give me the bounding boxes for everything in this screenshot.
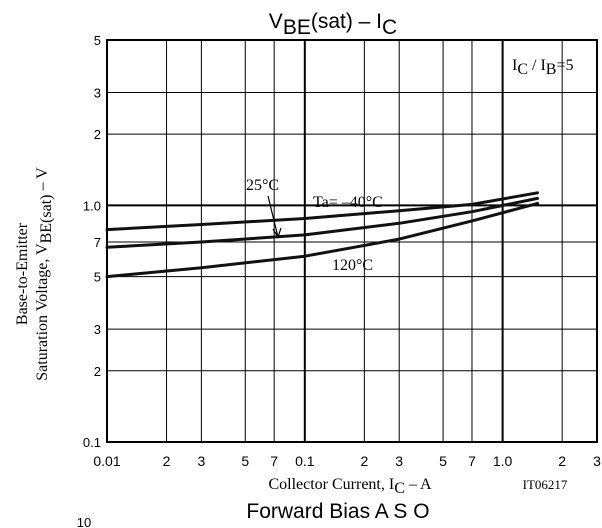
y-axis-label-line1: Base-to-Emitter — [14, 222, 31, 325]
x-tick-labels: 0.01 2 3 5 7 0.1 2 3 5 7 1.0 2 3 — [93, 453, 601, 469]
y-tick-label-5: 1.0 — [83, 198, 101, 213]
y-tick-label-0: 0.1 — [83, 435, 101, 450]
x-tick-label-3: 5 — [241, 453, 249, 469]
grid — [107, 40, 597, 442]
next-chart-tick: 10 — [77, 515, 91, 528]
x-tick-label-4: 7 — [270, 453, 278, 469]
annotation-120: 120°C — [332, 257, 373, 274]
series-line-2 — [105, 201, 539, 279]
x-tick-label-11: 2 — [558, 453, 566, 469]
y-tick-label-1: 2 — [94, 364, 101, 379]
y-tick-labels: 0.1 2 3 5 7 1.0 2 3 5 — [83, 33, 101, 450]
x-axis-label: Collector Current, IC – A — [268, 476, 432, 497]
x-tick-label-9: 7 — [468, 453, 476, 469]
x-tick-label-7: 3 — [395, 453, 403, 469]
x-tick-label-6: 2 — [360, 453, 368, 469]
y-tick-label-8: 5 — [94, 33, 101, 48]
annotation-minus40: Ta= –40°C — [313, 194, 383, 211]
condition-label: IC / IB=5 — [512, 57, 573, 78]
x-tick-label-12: 3 — [593, 453, 601, 469]
next-chart-title: Forward Bias A S O — [246, 500, 429, 523]
y-tick-label-2: 3 — [94, 322, 101, 337]
annotation-25: 25°C — [246, 177, 279, 194]
y-tick-label-3: 5 — [94, 270, 101, 285]
figure-id: IT06217 — [523, 477, 568, 492]
series-line-1 — [105, 196, 539, 249]
y-tick-label-4: 7 — [94, 235, 101, 250]
plot-frame — [106, 39, 598, 443]
y-tick-label-6: 2 — [94, 127, 101, 142]
x-tick-label-8: 5 — [439, 453, 447, 469]
y-axis-label-line2: Saturation Voltage, VBE(sat) – V — [34, 167, 55, 381]
series-lines — [105, 191, 539, 279]
x-tick-label-0: 0.01 — [93, 453, 120, 469]
x-tick-label-1: 2 — [163, 453, 171, 469]
x-tick-label-5: 0.1 — [295, 453, 315, 469]
chart-title: VBE(sat) – IC — [269, 10, 397, 39]
x-tick-label-2: 3 — [197, 453, 205, 469]
y-tick-label-7: 3 — [94, 85, 101, 100]
annotation-25-arrow — [267, 195, 282, 239]
y-axis-label: Base-to-Emitter Saturation Voltage, VBE(… — [14, 167, 55, 381]
x-tick-label-10: 1.0 — [493, 453, 513, 469]
series-line-0 — [105, 191, 539, 232]
